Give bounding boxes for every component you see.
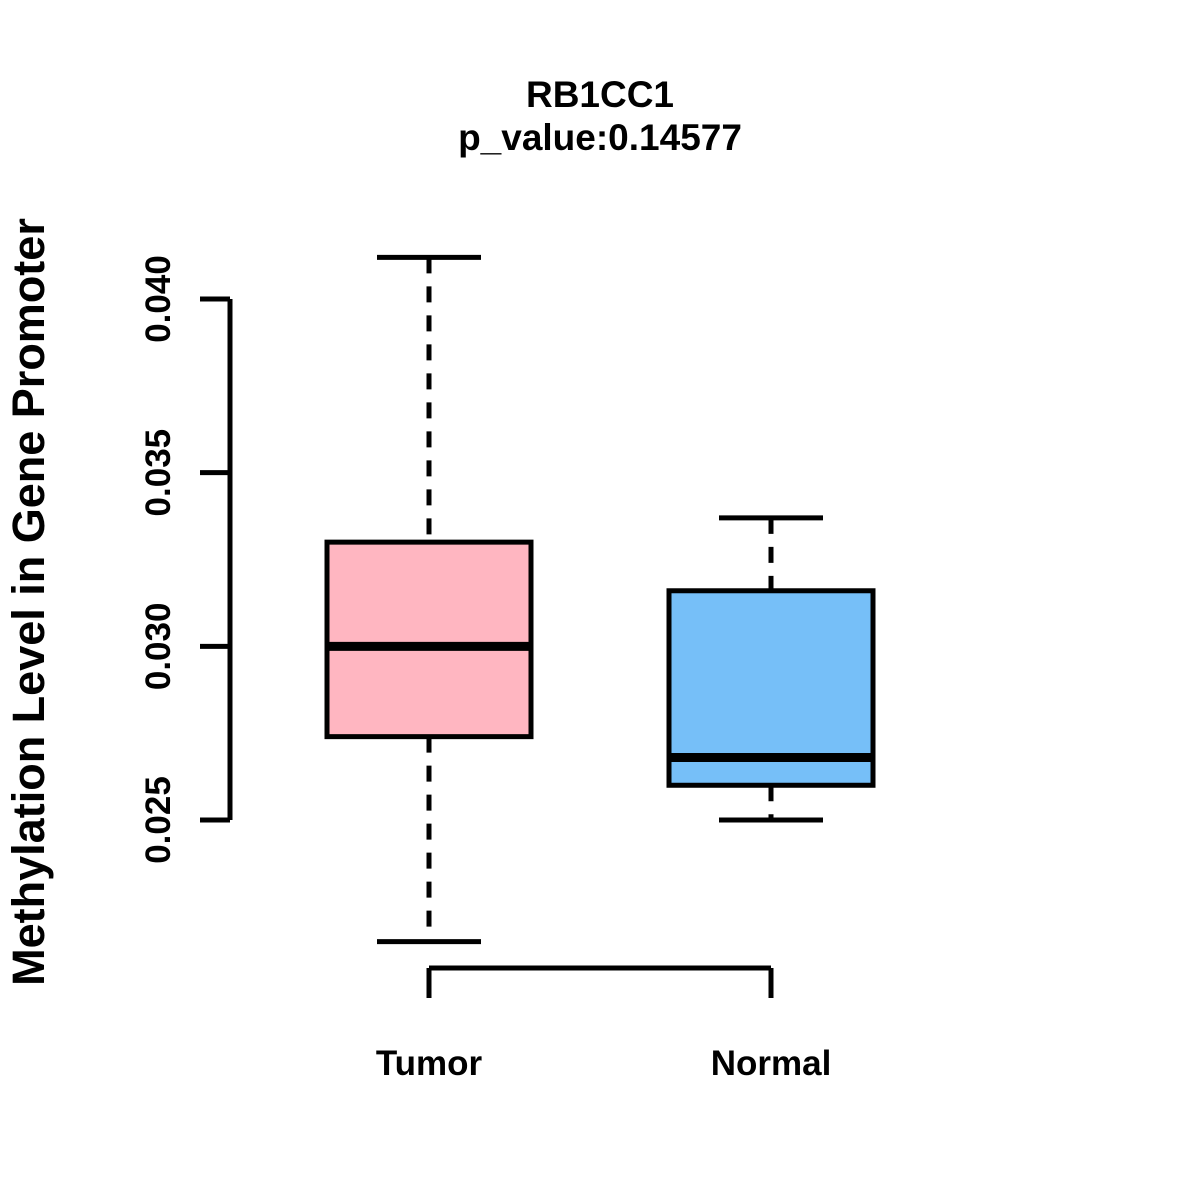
y-axis-tick-label: 0.035 bbox=[139, 429, 178, 517]
chart-title: RB1CC1 bbox=[526, 74, 674, 115]
x-axis-label-normal: Normal bbox=[711, 1044, 832, 1083]
y-axis-title: Methylation Level in Gene Promoter bbox=[3, 218, 54, 986]
plot-area: 0.025 0.030 0.035 0.040 Tumor Normal bbox=[139, 254, 876, 1083]
y-axis-tick-label: 0.030 bbox=[139, 603, 178, 691]
y-axis-tick-label: 0.025 bbox=[139, 776, 178, 864]
chart-subtitle: p_value:0.14577 bbox=[458, 117, 742, 158]
y-axis-tick-label: 0.040 bbox=[139, 255, 178, 343]
box-tumor bbox=[324, 539, 534, 740]
box-normal bbox=[666, 588, 876, 788]
x-axis-label-tumor: Tumor bbox=[376, 1044, 483, 1083]
